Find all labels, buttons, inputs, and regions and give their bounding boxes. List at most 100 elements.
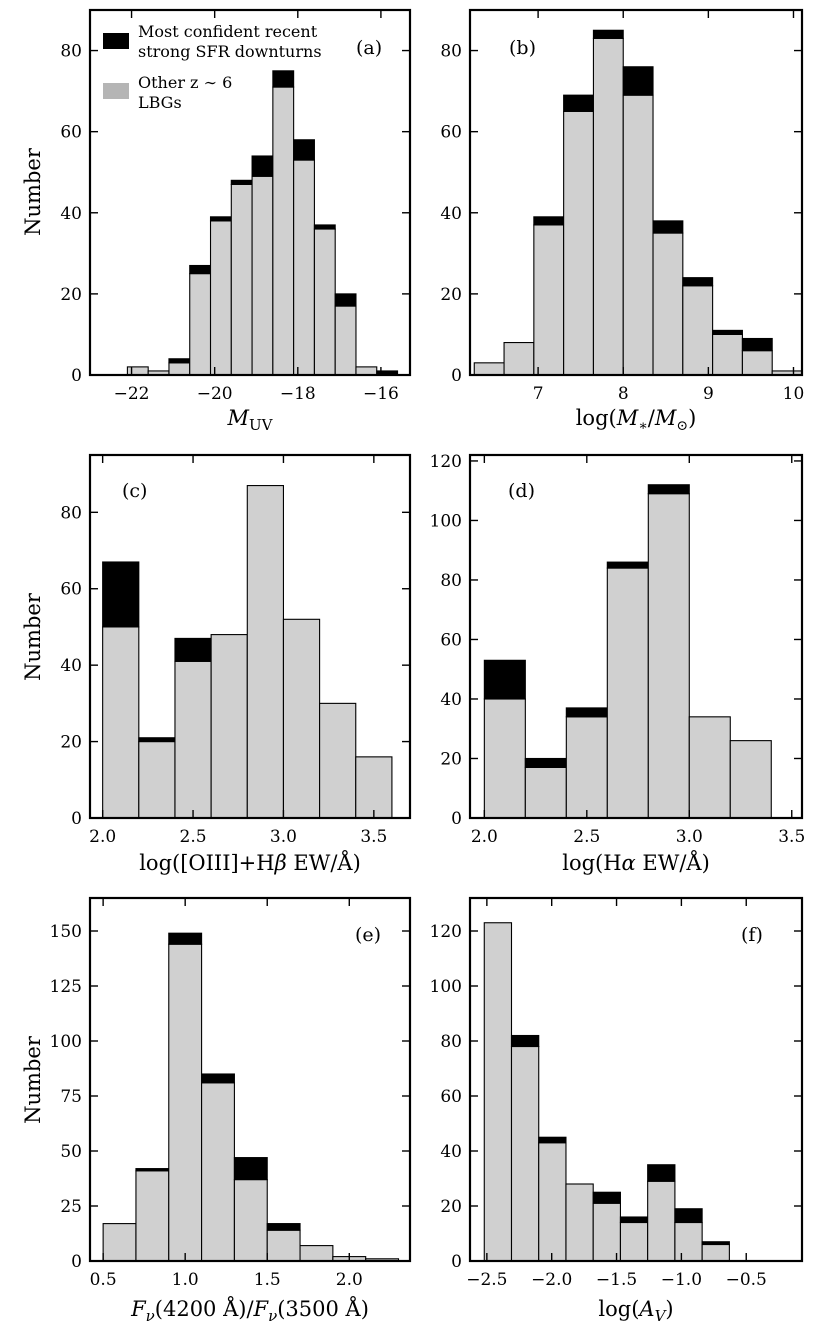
panel-d: 2.0 2.5 3.0 3.5 0 20 40 60 80 100 120 (d) log(Hα E… — [430, 452, 806, 875]
panel-d-ytick-label-1: 20 — [440, 749, 462, 769]
panel-b-bar-confident-8 — [712, 329, 743, 335]
panel-e-ytick-label-5: 125 — [50, 977, 82, 997]
panel-d-xtick-label-1: 2.5 — [573, 827, 600, 847]
panel-a-frame — [88, 8, 412, 377]
panel-f-bars — [483, 922, 730, 1262]
panel-d-ytick-label-0: 0 — [451, 809, 462, 829]
panel-d-xtick-label-0: 2.0 — [471, 827, 498, 847]
panel-b-ytick-label-4: 80 — [440, 42, 462, 62]
panel-a-bar-other-11 — [355, 366, 378, 376]
panel-b-xtick-label-0: 7 — [533, 384, 544, 404]
panel-a-bar-confident-9 — [313, 224, 336, 230]
panel-b-frame — [468, 8, 804, 377]
panel-e-ylabel: Number — [21, 1035, 45, 1124]
legend-other-line1: Other z ∼ 6 — [138, 73, 232, 92]
panel-b-xtick-label-1: 8 — [618, 384, 629, 404]
panel-e-ytick-label-3: 75 — [60, 1087, 82, 1107]
panel-a-bar-confident-10 — [334, 293, 357, 307]
legend-confident-line1: Most confident recent — [138, 22, 318, 41]
panel-a-ylabel: Number — [21, 147, 45, 236]
panel-b-bar-confident-5 — [622, 66, 654, 96]
panel-d-bar-other-4 — [647, 493, 690, 819]
panel-f-bar-other-3 — [565, 1183, 594, 1262]
panel-c-ytick-label-0: 0 — [71, 809, 82, 829]
panel-a-ytick-label-1: 20 — [60, 285, 82, 305]
panel-b-bar-other-1 — [503, 342, 535, 376]
panel-a-xtick-label-3: −16 — [363, 384, 399, 404]
panel-d-bar-other-5 — [688, 716, 731, 819]
panel-d-bar-other-1 — [524, 766, 567, 819]
panel-e-bar-confident-3 — [201, 1073, 235, 1084]
panel-b-bars — [473, 29, 803, 376]
panel-a-label: (a) — [356, 37, 382, 59]
panel-c-frame — [88, 453, 412, 820]
legend-confident-line2: strong SFR downturns — [138, 42, 322, 61]
panel-e-ytick-label-4: 100 — [50, 1032, 82, 1052]
panel-a-ytick-label-0: 0 — [71, 366, 82, 386]
panel-c-bar-other-6 — [319, 702, 357, 819]
panel-b-bar-other-9 — [741, 350, 773, 376]
panel-e-ytick-label-0: 0 — [71, 1252, 82, 1272]
panel-d-ytick-label-4: 80 — [440, 571, 462, 591]
panel-e-bars — [102, 932, 400, 1262]
panel-a-bar-other-9 — [313, 228, 336, 376]
panel-a-bar-confident-5 — [230, 179, 253, 185]
panel-f-xtick-label-1: −2.0 — [531, 1270, 572, 1290]
panel-c-xtick-label-1: 2.5 — [180, 827, 207, 847]
panel-e: 0.5 1.0 1.5 2.0 0 25 50 75 100 125 150 (e) Fν(4200… — [21, 896, 412, 1325]
panel-c-bar-other-3 — [210, 634, 248, 819]
panel-d-ytick-label-2: 40 — [440, 690, 462, 710]
panel-b-ytick-label-0: 0 — [451, 366, 462, 386]
panel-e-bar-confident-4 — [233, 1157, 268, 1181]
panel-b-ytick-label-1: 20 — [440, 285, 462, 305]
panel-f-bar-other-8 — [701, 1243, 730, 1262]
panel-a-xtick-label-1: −20 — [197, 384, 233, 404]
panel-c-bar-confident-2 — [174, 637, 212, 662]
panel-a-bar-other-10 — [334, 305, 357, 376]
panel-c-bar-other-5 — [282, 618, 321, 819]
legend-swatch-other — [103, 83, 129, 99]
panel-c-xtick-label-0: 2.0 — [89, 827, 116, 847]
panel-a-bar-confident-8 — [293, 139, 315, 161]
panel-e-bar-confident-1 — [135, 1168, 170, 1172]
panel-c-ytick-label-2: 40 — [60, 656, 82, 676]
panel-d-bar-other-0 — [483, 698, 526, 819]
panel-f-xlabel: log(AV) — [598, 1297, 673, 1325]
panel-c-bar-other-1 — [138, 741, 176, 819]
panel-f-ytick-label-6: 120 — [430, 922, 462, 942]
panel-b-bar-other-5 — [622, 94, 654, 376]
panel-d-bar-confident-0 — [483, 659, 526, 700]
panel-f-bar-other-7 — [674, 1221, 703, 1262]
panel-e-bar-other-2 — [168, 943, 203, 1262]
panel-f-frame — [468, 896, 804, 1263]
panel-c-bar-other-7 — [355, 756, 393, 819]
panel-c-label: (c) — [122, 480, 147, 502]
panel-c-bar-other-4 — [246, 485, 284, 819]
panel-e-bar-other-4 — [233, 1179, 268, 1262]
panel-d-ytick-label-6: 120 — [430, 452, 462, 472]
panel-a: −22 −20 −18 −16 0 20 40 60 80 (a) MUV Number Mos… — [21, 8, 412, 434]
panel-c-xtick-label-3: 3.5 — [360, 827, 387, 847]
panel-d-xlabel: log(Hα EW/Å) — [562, 850, 710, 875]
panel-e-xtick-label-3: 2.0 — [336, 1270, 363, 1290]
panel-c-ytick-label-4: 80 — [60, 503, 82, 523]
panel-e-ticks: 0.5 1.0 1.5 2.0 0 25 50 75 100 125 150 — [50, 898, 410, 1290]
panel-f-bar-confident-6 — [647, 1164, 676, 1182]
panel-f-bar-confident-7 — [674, 1208, 703, 1224]
panel-e-bar-other-6 — [299, 1245, 334, 1262]
panel-f-bar-confident-4 — [592, 1191, 621, 1204]
panel-d-xtick-label-3: 3.5 — [778, 827, 805, 847]
panel-d-bar-other-6 — [729, 740, 772, 819]
panel-f-bar-confident-2 — [538, 1136, 567, 1144]
panel-a-bar-other-0 — [126, 366, 149, 376]
panel-c-ylabel: Number — [21, 592, 45, 681]
panel-f-xtick-label-2: −1.5 — [596, 1270, 637, 1290]
panel-c-xtick-label-2: 3.0 — [270, 827, 297, 847]
panel-f-label: (f) — [741, 924, 763, 946]
panel-e-label: (e) — [355, 924, 381, 946]
panel-f-ytick-label-2: 40 — [440, 1142, 462, 1162]
panel-f-ytick-label-3: 60 — [440, 1087, 462, 1107]
panel-a-bar-confident-4 — [209, 216, 232, 222]
panel-d-label: (d) — [508, 480, 535, 502]
